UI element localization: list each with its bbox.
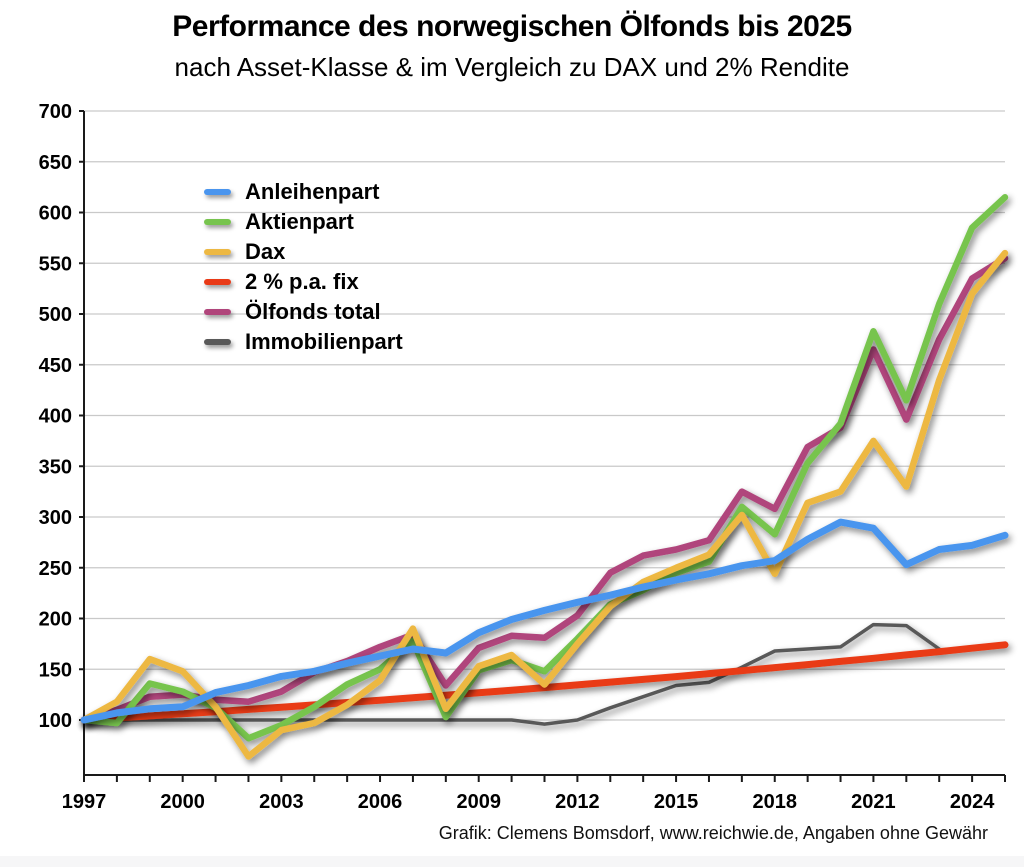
legend-label: Dax (245, 239, 286, 264)
y-tick-label: 600 (39, 203, 72, 225)
bottom-edge-strip (0, 856, 1024, 867)
chart-legend: Anleihenpart Aktienpart Dax 2 % p.a. fix… (204, 177, 403, 357)
y-tick-label: 300 (39, 507, 72, 529)
x-tick-label: 2024 (950, 791, 995, 813)
axes (79, 110, 1006, 782)
legend-swatch-magenta (204, 309, 231, 315)
chart-title: Performance des norwegischen Ölfonds bis… (172, 10, 852, 43)
legend-swatch-red (204, 279, 231, 285)
legend-swatch-gray (204, 339, 231, 345)
y-tick-label: 700 (39, 101, 72, 123)
series-lines (80, 194, 1009, 760)
x-tick-label: 2000 (160, 791, 205, 813)
x-tick-label: 2012 (555, 791, 600, 813)
x-tick-label: 2006 (358, 791, 403, 813)
legend-item-oelfonds-total: Ölfonds total (204, 297, 403, 327)
y-tick-label: 550 (39, 253, 72, 275)
legend-item-immobilienpart: Immobilienpart (204, 327, 403, 357)
y-tick-label: 250 (39, 558, 72, 580)
chart-subtitle: nach Asset-Klasse & im Vergleich zu DAX … (174, 52, 850, 82)
x-tick-label: 2018 (753, 791, 798, 813)
legend-swatch-blue (204, 189, 231, 195)
legend-swatch-yellow (204, 249, 231, 255)
legend-item-2-prozent: 2 % p.a. fix (204, 267, 403, 297)
series-line-anleihenpart (80, 518, 1009, 724)
legend-swatch-green (204, 219, 231, 225)
legend-label: Immobilienpart (245, 329, 403, 354)
series-line-dax (80, 249, 1009, 760)
axis-tick-labels: 700 650 600 550 500 450 400 350 300 250 200 150 100 1… (39, 101, 996, 813)
y-tick-label: 400 (39, 406, 72, 428)
legend-label: Aktienpart (245, 209, 354, 234)
x-tick-label: 2015 (654, 791, 699, 813)
y-tick-label: 500 (39, 304, 72, 326)
legend-label: 2 % p.a. fix (245, 269, 359, 294)
legend-item-dax: Dax (204, 237, 403, 267)
y-tick-label: 450 (39, 355, 72, 377)
legend-item-aktienpart: Aktienpart (204, 207, 403, 237)
credit-line: Grafik: Clemens Bomsdorf, www.reichwie.d… (438, 823, 988, 843)
y-tick-label: 100 (39, 710, 72, 732)
legend-item-anleihenpart: Anleihenpart (204, 177, 403, 207)
legend-label: Anleihenpart (245, 179, 380, 204)
y-tick-label: 200 (39, 609, 72, 631)
series-line-aktienpart (80, 194, 1009, 742)
x-tick-label: 1997 (62, 791, 107, 813)
y-tick-label: 650 (39, 152, 72, 174)
x-tick-label: 2009 (456, 791, 501, 813)
y-tick-label: 350 (39, 456, 72, 478)
legend-label: Ölfonds total (245, 299, 381, 324)
y-tick-label: 150 (39, 659, 72, 681)
x-tick-label: 2003 (259, 791, 304, 813)
x-tick-label: 2021 (851, 791, 896, 813)
